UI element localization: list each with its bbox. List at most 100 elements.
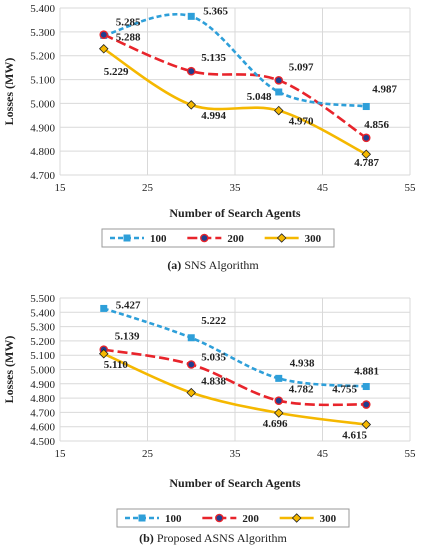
chart-a-xtick-label: 45 [317,182,329,194]
chart-b-series-100-line [103,307,367,388]
chart-a-series-300-line [103,47,367,156]
chart-a-series-300-data-label: 5.229 [104,66,129,78]
chart-a-series-100-point [275,88,283,96]
chart-a-series-200-data-label: 5.097 [289,61,314,73]
chart-b-caption: (b) Proposed ASNS Algorithm [139,531,287,545]
chart-b-xtick-label: 25 [142,448,154,460]
chart-b-series-100-data-label: 5.222 [201,315,226,327]
chart-b-ytick-label: 5.200 [30,336,55,348]
chart-b-legend-label-100: 100 [165,513,182,525]
chart-panel-b: 4.500 4.600 4.700 4.800 4.900 5.000 5.100 5.200… [0,275,427,550]
chart-b-legend-label-200: 200 [242,513,259,525]
chart-a-series-300-point [361,149,372,160]
chart-a-series-300-point [186,100,197,110]
chart-a-svg: 4.700 4.800 4.900 5.000 5.100 5.200 5.300 5.400… [2,3,417,272]
chart-b-svg: 4.500 4.600 4.700 4.800 4.900 5.000 5.100 5.200… [2,293,417,545]
chart-a-series-200-data-label: 5.135 [201,52,226,64]
chart-a-legend-label-100: 100 [150,233,167,245]
chart-b-series-200-data-label: 5.139 [115,331,140,343]
chart-a-series-300-point [98,44,109,54]
chart-b-ytick-label: 4.600 [30,422,55,434]
chart-a-caption-text: SNS Algorithm [181,258,259,272]
chart-b-series-200-data-label: 4.755 [332,384,357,396]
chart-b-series-200-point [186,360,196,369]
chart-b-ytick-label: 4.800 [30,393,55,405]
chart-b-series-300-point [361,419,372,430]
chart-b-series-100-data-label: 4.938 [290,357,315,369]
chart-b-ytick-label: 4.500 [30,436,55,448]
chart-b-caption-text: Proposed ASNS Algorithm [154,531,288,545]
chart-a-caption: (a) SNS Algorithm [167,258,259,272]
chart-b-xtick-label: 15 [55,448,67,460]
chart-a-xtick-label: 25 [142,182,154,194]
chart-b-series-200-line [103,348,367,407]
chart-b-legend-label-300: 300 [320,513,337,525]
chart-a-series-200-data-label: 5.288 [116,32,141,44]
chart-a-grid [59,7,411,176]
chart-b-xtick-label: 45 [317,448,329,460]
chart-a-x-axis-title: Number of Search Agents [169,206,301,220]
chart-b-legend-marker-300 [291,513,302,523]
chart-b-legend: 100 200 300 [116,508,350,528]
chart-a-ytick-label: 5.400 [30,3,55,15]
chart-b-series-100-point [187,334,195,342]
chart-b-series-300-point [98,349,109,359]
chart-a-series-200-point [99,30,109,40]
chart-a-legend-marker-100 [123,234,131,242]
chart-a-y-axis-title: Losses (MW) [2,58,16,126]
chart-a-ytick-label: 4.900 [30,122,55,134]
chart-a-series-100-point [187,12,195,20]
chart-b-x-axis-title: Number of Search Agents [169,476,301,490]
chart-a-series-300-data-label: 4.994 [201,110,226,122]
chart-a-series-100-point [362,103,370,111]
chart-b-ytick-label: 5.500 [30,293,55,305]
chart-a-legend: 100 200 300 [101,228,335,248]
chart-a-series-200-point [274,75,284,85]
chart-b-series-300-line [103,352,367,426]
chart-a-caption-letter: (a) [167,258,181,272]
chart-b-series-100-point [362,383,370,391]
chart-b-series-300-data-label: 4.615 [342,430,367,442]
chart-a-series-100-data-label: 4.987 [372,84,397,96]
chart-a-ytick-label: 4.700 [30,170,55,182]
chart-a-series-100-data-label: 5.285 [116,16,141,28]
chart-b-ytick-label: 5.300 [30,322,55,334]
chart-a-legend-label-200: 200 [227,233,244,245]
chart-b-ytick-label: 5.000 [30,365,55,377]
chart-b-ytick-label: 4.700 [30,407,55,419]
chart-b-series-100-data-label: 5.427 [116,299,141,311]
chart-b-ytick-label: 5.100 [30,350,55,362]
chart-a-ytick-label: 4.800 [30,146,55,158]
chart-b-ytick-label: 4.900 [30,379,55,391]
chart-a-ytick-label: 5.000 [30,98,55,110]
chart-a-xtick-label: 15 [55,182,67,194]
chart-b-series-300-point [273,408,284,418]
chart-b-series-300-data-label: 4.696 [263,418,288,430]
chart-b-ytick-label: 5.400 [30,307,55,319]
chart-a-xtick-label: 55 [405,182,417,194]
chart-panel-a: 4.700 4.800 4.900 5.000 5.100 5.200 5.300 5.400… [2,3,417,272]
chart-b-series-200-point [274,396,284,405]
chart-a-series-200-point [186,66,196,76]
chart-b-caption-letter: (b) [139,531,154,545]
chart-a-ytick-label: 5.200 [30,51,55,63]
chart-a-series-100-data-label: 5.048 [247,91,272,103]
chart-b-series-100-point [275,374,283,382]
chart-a-series-200-data-label: 4.856 [364,119,389,131]
chart-b-series-200-data-label: 5.035 [201,351,226,363]
chart-a-legend-marker-300 [276,233,287,243]
chart-a-series-100-line [103,13,367,108]
chart-a-series-300-data-label: 4.970 [289,116,314,128]
chart-a-xtick-label: 35 [230,182,242,194]
chart-b-legend-marker-200 [215,513,224,523]
chart-a-series-100-data-label: 5.365 [203,5,228,17]
chart-a-legend-marker-200 [200,233,209,243]
chart-b-xtick-label: 35 [230,448,242,460]
chart-a-series-300-data-label: 4.787 [354,157,379,169]
chart-b-legend-marker-100 [138,514,146,522]
chart-b-xtick-label: 55 [405,448,417,460]
chart-b-series-300-data-label: 4.838 [201,376,226,388]
chart-b-series-300-data-label: 5.110 [104,359,129,371]
chart-b-grid [59,297,411,442]
chart-b-series-200-data-label: 4.782 [289,384,314,396]
